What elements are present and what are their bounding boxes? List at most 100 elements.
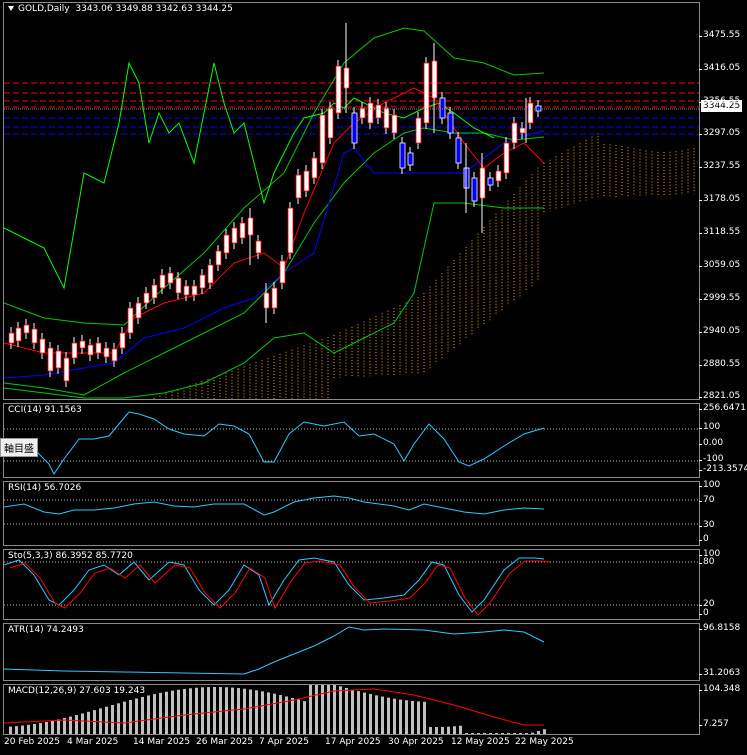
atr-pane[interactable]: ATR(14) 74.2493	[3, 623, 700, 681]
candle-body	[39, 338, 46, 354]
macd-histogram-bar	[123, 701, 126, 734]
macd-histogram-bar	[495, 733, 498, 734]
macd-tick: 104.348	[698, 684, 741, 694]
macd-histogram-bar	[447, 726, 450, 734]
candle-body	[255, 240, 262, 254]
sto-k-line	[4, 557, 545, 613]
kijun-line	[4, 130, 545, 379]
candle-body	[47, 347, 54, 372]
cci-tick: -213.3574	[698, 464, 747, 474]
macd-histogram-bar	[195, 687, 198, 734]
price-tick: 3237.55	[698, 161, 741, 171]
macd-histogram-bar	[273, 693, 276, 734]
cci-line	[4, 411, 545, 475]
macd-histogram-bar	[387, 697, 390, 734]
macd-histogram-bar	[423, 701, 426, 734]
candle-body	[407, 152, 414, 166]
macd-histogram-bar	[345, 687, 348, 734]
bb-middle	[4, 127, 545, 396]
macd-histogram-bar	[201, 687, 204, 734]
macd-histogram-bar	[39, 723, 42, 734]
candle-body	[143, 292, 150, 304]
macd-histogram-bar	[81, 713, 84, 734]
macd-pane[interactable]: MACD(12,26,9) 27.603 19.243	[3, 684, 700, 735]
candle-body	[351, 112, 358, 144]
macd-signal-line	[4, 688, 544, 726]
ohlc-values: 3343.06 3349.88 3342.63 3344.25	[75, 4, 233, 14]
macd-histogram-bar	[93, 710, 96, 734]
macd-histogram-bar	[219, 687, 222, 734]
candle-body	[183, 285, 190, 296]
cci-tick: 0.00	[698, 438, 724, 448]
atr-label: ATR(14) 74.2493	[8, 625, 84, 635]
collapse-triangle-icon[interactable]	[8, 6, 14, 11]
price-tick: 2880.55	[698, 359, 741, 369]
macd-histogram-bar	[231, 687, 234, 734]
macd-histogram-bar	[105, 706, 108, 734]
candle-body	[199, 274, 206, 289]
macd-histogram-bar	[237, 688, 240, 734]
candle-body	[295, 174, 302, 199]
main-chart-pane[interactable]: GOLD,Daily 3343.06 3349.88 3342.63 3344.…	[3, 2, 700, 400]
current-price-label: 3344.25	[701, 100, 743, 112]
macd-histogram-bar	[117, 703, 120, 734]
cci-pane[interactable]: CCI(14) 91.1563	[3, 403, 700, 478]
candle-body	[503, 142, 510, 174]
chikou-span	[4, 61, 495, 290]
macd-histogram-bar	[69, 716, 72, 734]
candle-body	[231, 227, 238, 244]
candle-body	[119, 332, 126, 349]
macd-histogram-bar	[369, 694, 372, 734]
macd-histogram-bar	[57, 719, 60, 734]
date-label: 26 Mar 2025	[196, 737, 254, 747]
candle-body	[447, 112, 454, 134]
candle-body	[471, 177, 478, 202]
date-label: 7 Apr 2025	[259, 737, 309, 747]
candle-body	[519, 127, 526, 134]
macd-histogram-bar	[249, 689, 252, 734]
macd-histogram-bar	[321, 685, 324, 734]
macd-histogram-bar	[165, 691, 168, 734]
candle-body	[487, 177, 494, 186]
atr-tick: 96.8158	[698, 623, 741, 633]
sto-tick: 80	[698, 557, 715, 567]
candle-body	[287, 207, 294, 254]
candle-body	[399, 142, 406, 169]
rsi-label: RSI(14) 56.7026	[8, 483, 82, 493]
macd-histogram-bar	[519, 733, 522, 734]
candle-body	[175, 277, 182, 294]
macd-histogram-bar	[243, 688, 246, 734]
macd-histogram-bar	[393, 698, 396, 734]
bb-lower	[4, 202, 544, 399]
macd-histogram-bar	[339, 686, 342, 734]
cci-chart	[4, 411, 699, 475]
macd-histogram-bar	[453, 726, 456, 734]
macd-histogram-bar	[303, 701, 306, 734]
macd-histogram-bar	[99, 708, 102, 734]
macd-histogram-bar	[21, 725, 24, 734]
candle-body	[319, 114, 326, 164]
macd-histogram-bar	[411, 700, 414, 734]
date-label: 22 May 2025	[515, 737, 574, 747]
macd-histogram-bar	[375, 695, 378, 734]
sto-pane[interactable]: Sto(5,3,3) 86.3952 85.7720	[3, 549, 700, 620]
candle-body	[191, 285, 198, 296]
cci-label: CCI(14) 91.1563	[8, 405, 82, 415]
macd-histogram-bar	[465, 733, 468, 734]
axis-tooltip: 軸目盛	[0, 438, 38, 457]
candle-body	[223, 234, 230, 254]
price-tick: 2821.05	[698, 391, 741, 401]
cci-tick: -100	[698, 454, 724, 464]
price-tick: 2940.05	[698, 326, 741, 336]
candle-body	[63, 357, 70, 382]
sto-tick: 100	[698, 549, 721, 559]
date-label: 4 Mar 2025	[67, 737, 119, 747]
sto-chart	[4, 557, 699, 616]
macd-histogram-bar	[129, 700, 132, 734]
macd-histogram-bar	[189, 688, 192, 734]
price-tick: 3475.55	[698, 30, 741, 40]
price-tick: 2999.55	[698, 293, 741, 303]
macd-histogram-bar	[261, 691, 264, 734]
sto-label: Sto(5,3,3) 86.3952 85.7720	[8, 551, 133, 561]
rsi-pane[interactable]: RSI(14) 56.7026	[3, 481, 700, 546]
